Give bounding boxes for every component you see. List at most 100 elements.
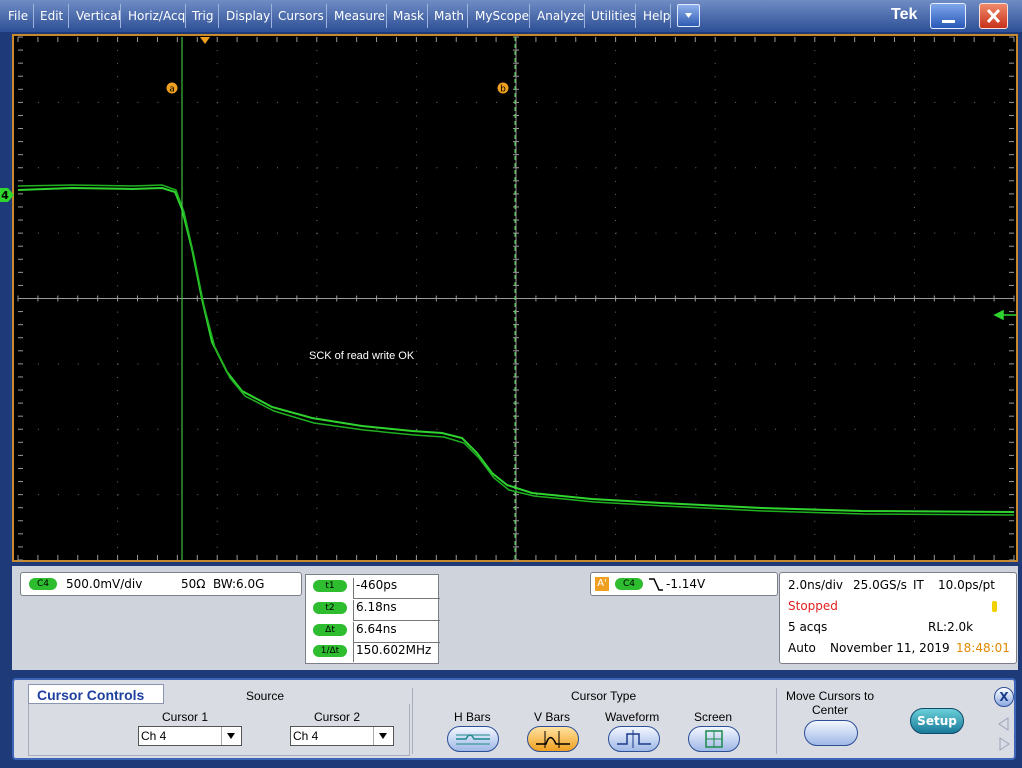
menu-item[interactable]: Vertical xyxy=(76,9,121,23)
channel-marker[interactable] xyxy=(0,188,14,202)
move-cursors-label: Move Cursors to Center xyxy=(785,689,875,717)
waveform-icon xyxy=(617,730,651,748)
cursor-readout-label: t2 xyxy=(313,602,347,614)
panel-title: Cursor Controls xyxy=(37,687,145,703)
arrow-right[interactable] xyxy=(999,737,1010,751)
brand: Tek xyxy=(891,6,918,23)
menu-item[interactable]: Help xyxy=(643,9,671,23)
panel-close-button[interactable]: X xyxy=(994,687,1014,707)
vertical-scale: 500.0mV/div xyxy=(66,577,143,591)
cursor1-source-dropdown[interactable]: Ch 4 xyxy=(138,726,242,746)
edge-glyph xyxy=(649,578,663,591)
v-bars-button[interactable] xyxy=(527,726,579,752)
trigger-source-label: A' xyxy=(595,577,609,591)
icon-cross xyxy=(706,731,722,747)
icon-wave xyxy=(536,736,570,745)
separator xyxy=(218,4,219,28)
cursor-readout-value: 6.64ns xyxy=(353,622,440,643)
panel-scroll-arrows xyxy=(998,717,1010,751)
dropdown-arrow xyxy=(373,727,387,745)
close-icon xyxy=(986,8,1001,24)
panel-tab: Cursor Controls xyxy=(28,684,164,704)
cursor-a-marker xyxy=(166,82,178,94)
arrow xyxy=(379,733,387,739)
separator xyxy=(427,4,428,28)
x-glyph xyxy=(986,8,1001,24)
menu-item[interactable]: Horiz/Acq xyxy=(128,9,186,23)
trigger-readout[interactable]: A' C4 -1.14V xyxy=(590,572,778,596)
sample-rate: 25.0GS/s xyxy=(853,578,907,592)
run-state: Stopped xyxy=(788,599,838,613)
waveform-trace xyxy=(17,186,1015,513)
minimize-icon xyxy=(942,20,955,23)
separator xyxy=(670,4,671,28)
menu-dropdown-button[interactable] xyxy=(677,4,700,27)
source-heading: Source xyxy=(246,689,285,703)
annotation: SCK of read write OK xyxy=(309,350,415,362)
h-bars-button[interactable] xyxy=(447,726,499,752)
date: November 11, 2019 xyxy=(830,641,950,655)
move-cursors-button[interactable] xyxy=(804,720,858,746)
separator xyxy=(271,4,272,28)
menu-item[interactable]: Mask xyxy=(393,9,424,23)
separator xyxy=(467,4,468,28)
separator xyxy=(529,4,530,28)
menu-item[interactable]: File xyxy=(8,9,29,23)
trigger-level-marker xyxy=(993,309,1016,321)
menu-bar: File Edit Vertical Horiz/Acq Trig Displa… xyxy=(0,0,1022,32)
screen-icon xyxy=(705,730,723,748)
graticule xyxy=(17,36,1015,561)
channel-readout[interactable]: C4 500.0mV/div 50Ω BW:6.0G xyxy=(20,572,302,596)
cursor1-label: Cursor 1 xyxy=(162,710,209,724)
arrow-left[interactable] xyxy=(998,717,1009,731)
resolution: 10.0ps/pt xyxy=(938,578,995,592)
menu-item[interactable]: MyScope xyxy=(475,9,530,23)
falling-edge-icon xyxy=(649,578,663,591)
minimize-button[interactable] xyxy=(930,3,966,29)
cursor-readout-label: 1/Δt xyxy=(313,645,347,657)
separator xyxy=(185,4,186,28)
separator xyxy=(584,4,585,28)
dropdown-arrow xyxy=(221,727,235,745)
type-label: Screen xyxy=(694,710,733,724)
type-label: Waveform xyxy=(605,710,660,724)
cursor-b-label: b xyxy=(500,85,506,95)
menu-item[interactable]: Measure xyxy=(334,9,385,23)
cursor-readout-label: Δt xyxy=(313,624,347,636)
cursor-readout-label: t1 xyxy=(313,580,347,592)
cursor-type-heading: Cursor Type xyxy=(571,689,637,703)
trigger-mode: Auto xyxy=(788,641,816,655)
menu-item[interactable]: Display xyxy=(226,9,271,23)
dropdown-icon xyxy=(685,13,692,18)
menu-item[interactable]: Utilities xyxy=(591,9,637,23)
dropdown-value: Ch 4 xyxy=(141,729,167,743)
separator xyxy=(776,688,777,754)
separator xyxy=(120,4,121,28)
cursor-readout[interactable]: t1 -460ps t2 6.18ns Δt 6.64ns 1/Δt 150.6… xyxy=(305,574,440,664)
waveform-button[interactable] xyxy=(608,726,660,752)
status-bar: C4 500.0mV/div 50Ω BW:6.0G t1 -460ps t2 … xyxy=(12,566,1018,670)
type-label: V Bars xyxy=(534,710,571,724)
record-length: RL:2.0k xyxy=(928,620,974,634)
separator xyxy=(33,4,34,28)
menu-item[interactable]: Cursors xyxy=(278,9,324,23)
channel-marker-label: 4 xyxy=(1,189,9,202)
setup-button[interactable]: Setup xyxy=(910,708,964,734)
cursor2-label: Cursor 2 xyxy=(314,710,361,724)
horizontal-readout[interactable]: 2.0ns/div 25.0GS/s IT 10.0ps/pt Stopped … xyxy=(779,572,1017,664)
source-group xyxy=(28,704,410,756)
cursor-b-marker xyxy=(497,82,509,94)
cursor-readout-value: 150.602MHz xyxy=(353,643,440,662)
menu-item[interactable]: Edit xyxy=(40,9,64,23)
menu-item[interactable]: Analyze xyxy=(537,9,585,23)
cursor2-source-dropdown[interactable]: Ch 4 xyxy=(290,726,394,746)
screen-button[interactable] xyxy=(688,726,740,752)
impedance: 50Ω xyxy=(181,577,206,591)
menu-item[interactable]: Math xyxy=(434,9,465,23)
acquisition-count: 5 acqs xyxy=(788,620,828,634)
close-button[interactable] xyxy=(979,3,1008,29)
menu-item[interactable]: Trig xyxy=(192,9,214,23)
channel-badge: C4 xyxy=(29,578,57,590)
waveform-display: a b 4 SCK of read write OK xyxy=(0,34,1018,562)
